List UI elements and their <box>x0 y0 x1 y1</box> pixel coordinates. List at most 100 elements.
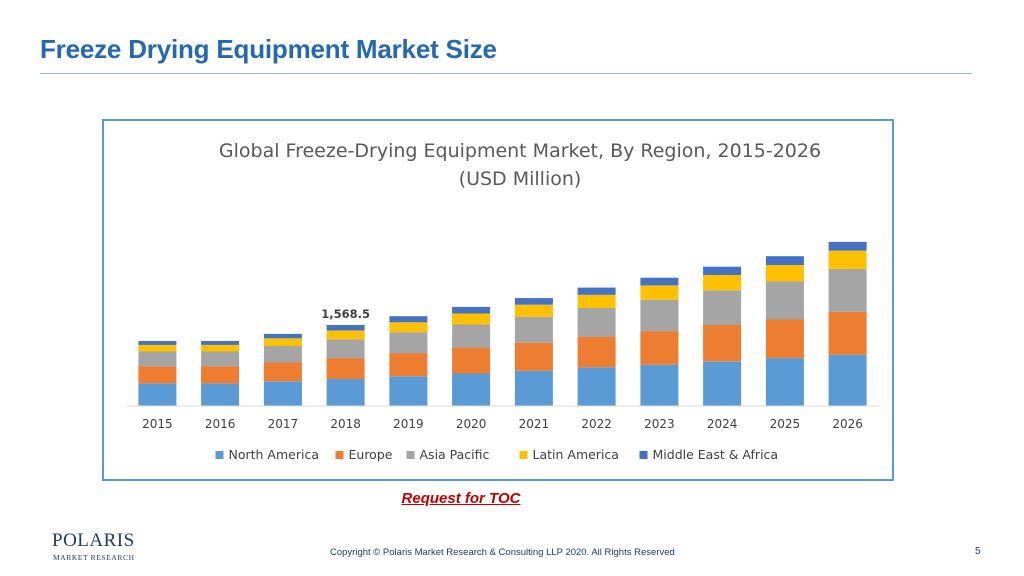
x-tick-label: 2025 <box>770 417 801 431</box>
x-tick-label: 2016 <box>205 417 236 431</box>
bar-north-america-2017 <box>263 381 302 406</box>
bar-europe-2019 <box>389 353 428 377</box>
legend-item-latin-america: Latin America <box>519 447 619 462</box>
bar-europe-2022 <box>577 336 616 368</box>
bar-europe-2026 <box>828 311 867 355</box>
bar-asia-pacific-2023 <box>640 299 679 332</box>
bar-asia-pacific-2020 <box>452 324 491 348</box>
bar-latin-america-2024 <box>703 274 742 291</box>
legend-label: Europe <box>349 447 393 462</box>
bar-north-america-2024 <box>703 361 742 406</box>
x-tick-label: 2022 <box>581 417 612 431</box>
data-labels: 1,568.5 <box>321 307 370 321</box>
bar-asia-pacific-2017 <box>263 346 302 363</box>
bar-latin-america-2023 <box>640 285 679 300</box>
title-divider <box>40 73 972 74</box>
bar-north-america-2021 <box>514 370 553 406</box>
legend-swatch <box>335 451 344 459</box>
bar-europe-2017 <box>263 362 302 382</box>
bar-middle-east-and-africa-2021 <box>514 298 553 305</box>
bar-asia-pacific-2026 <box>828 268 867 312</box>
bar-north-america-2022 <box>577 367 616 406</box>
x-tick-label: 2020 <box>456 417 487 431</box>
request-toc-link[interactable]: Request for TOC <box>401 490 521 507</box>
x-tick-label: 2017 <box>268 417 299 431</box>
bar-north-america-2019 <box>389 376 428 406</box>
bar-latin-america-2018 <box>326 330 365 340</box>
stacked-bar-chart: Global Freeze-Drying Equipment Market, B… <box>126 140 879 462</box>
bar-latin-america-2021 <box>514 304 553 317</box>
bar-middle-east-and-africa-2026 <box>828 241 867 251</box>
bar-latin-america-2022 <box>577 294 616 308</box>
bar-middle-east-and-africa-2023 <box>640 277 679 286</box>
legend-label: North America <box>229 447 320 462</box>
data-label-2018: 1,568.5 <box>321 307 370 321</box>
legend-item-middle-east-and-africa: Middle East & Africa <box>639 447 779 462</box>
legend-label: Middle East & Africa <box>653 447 779 462</box>
copyright-notice: Copyright © Polaris Market Research & Co… <box>330 547 675 558</box>
x-tick-label: 2021 <box>519 417 550 431</box>
chart-frame: Global Freeze-Drying Equipment Market, B… <box>102 119 894 481</box>
bar-north-america-2025 <box>765 358 804 406</box>
bar-asia-pacific-2019 <box>389 332 428 354</box>
bar-latin-america-2020 <box>452 313 491 325</box>
x-tick-label: 2024 <box>707 417 738 431</box>
bar-north-america-2018 <box>326 379 365 406</box>
bar-latin-america-2015 <box>138 344 177 352</box>
bar-middle-east-and-africa-2015 <box>138 341 177 345</box>
bar-europe-2025 <box>765 319 804 359</box>
x-tick-label: 2018 <box>330 417 361 431</box>
bar-middle-east-and-africa-2022 <box>577 287 616 295</box>
legend-swatch <box>406 451 415 459</box>
bar-middle-east-and-africa-2020 <box>452 306 491 314</box>
bar-asia-pacific-2021 <box>514 316 553 343</box>
bar-asia-pacific-2016 <box>201 351 240 367</box>
slide-title: Freeze Drying Equipment Market Size <box>40 34 497 64</box>
bar-asia-pacific-2015 <box>138 351 177 367</box>
bar-north-america-2023 <box>640 364 679 406</box>
logo-wordmark: POLARIS <box>52 530 135 551</box>
legend-item-asia-pacific: Asia Pacific <box>406 447 490 462</box>
chart-subtitle: (USD Million) <box>459 168 582 190</box>
x-tick-label: 2019 <box>393 417 424 431</box>
bar-europe-2023 <box>640 331 679 365</box>
bar-europe-2021 <box>514 342 553 371</box>
bar-europe-2015 <box>138 366 177 384</box>
bar-north-america-2026 <box>828 354 867 406</box>
logo-subtitle: MARKET RESEARCH <box>53 553 135 562</box>
bar-asia-pacific-2024 <box>703 290 742 325</box>
bar-latin-america-2025 <box>765 265 804 282</box>
legend-item-europe: Europe <box>335 447 393 462</box>
bar-latin-america-2026 <box>828 250 867 269</box>
bar-middle-east-and-africa-2018 <box>326 325 365 331</box>
legend-item-north-america: North America <box>215 447 320 462</box>
bar-asia-pacific-2025 <box>765 281 804 320</box>
x-tick-label: 2026 <box>832 417 863 431</box>
bar-north-america-2016 <box>201 383 240 406</box>
legend-label: Asia Pacific <box>420 447 490 462</box>
x-tick-label: 2023 <box>644 417 675 431</box>
chart-title: Global Freeze-Drying Equipment Market, B… <box>219 140 821 162</box>
bar-europe-2020 <box>452 347 491 374</box>
bar-middle-east-and-africa-2019 <box>389 316 428 323</box>
bar-asia-pacific-2018 <box>326 339 365 359</box>
page-number: 5 <box>975 546 981 557</box>
bar-north-america-2020 <box>452 373 491 406</box>
bar-asia-pacific-2022 <box>577 308 616 337</box>
bar-latin-america-2017 <box>263 338 302 346</box>
bar-middle-east-and-africa-2024 <box>703 266 742 275</box>
bar-europe-2024 <box>703 325 742 362</box>
bars-layer <box>138 241 867 406</box>
chart-legend: North America Europe Asia Pacific Latin Ame… <box>215 447 779 462</box>
bar-europe-2018 <box>326 358 365 379</box>
bar-north-america-2015 <box>138 383 177 406</box>
legend-label: Latin America <box>533 447 619 462</box>
legend-swatch <box>215 451 224 459</box>
legend-swatch <box>639 451 648 459</box>
bar-latin-america-2019 <box>389 322 428 333</box>
x-axis-ticks: 2015 2016 2017 2018 2019 2020 2021 2022 2023 2024… <box>142 417 863 431</box>
legend-swatch <box>519 451 528 459</box>
bar-middle-east-and-africa-2025 <box>765 256 804 265</box>
polaris-logo: POLARIS MARKET RESEARCH <box>52 530 142 566</box>
bar-middle-east-and-africa-2017 <box>263 333 302 339</box>
